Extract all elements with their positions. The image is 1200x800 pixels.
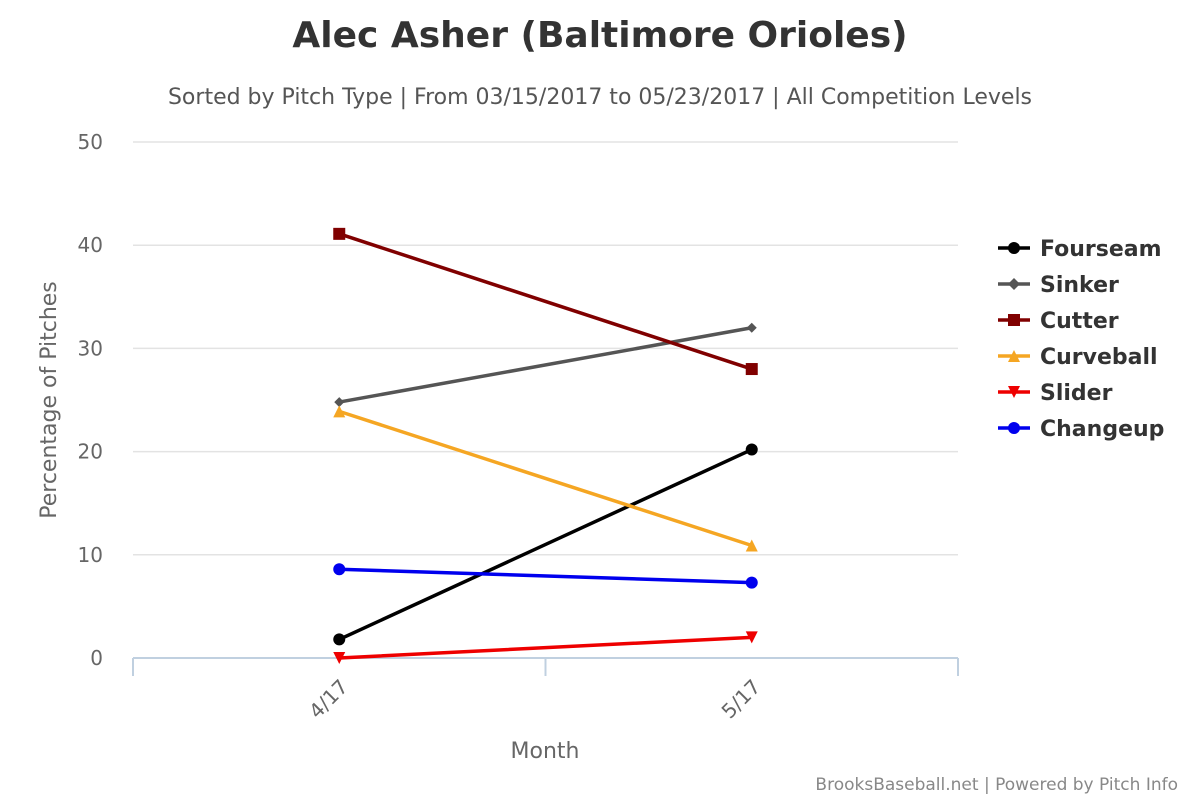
- chart-subtitle: Sorted by Pitch Type | From 03/15/2017 t…: [168, 85, 1032, 110]
- data-point: [1008, 242, 1020, 254]
- series-line: [337, 409, 754, 548]
- legend-label: Sinker: [1040, 273, 1119, 298]
- data-point: [333, 652, 346, 664]
- x-axis-title: Month: [511, 739, 580, 764]
- y-tick-label: 0: [90, 646, 103, 670]
- series-line: [337, 635, 754, 660]
- credits-text[interactable]: BrooksBaseball.net | Powered by Pitch In…: [815, 775, 1178, 795]
- data-point: [745, 576, 758, 589]
- chart-title: Alec Asher (Baltimore Orioles): [292, 15, 907, 56]
- data-point: [334, 397, 345, 408]
- legend: Fourseam Sinker Cutter Curveball Slider Chang…: [998, 237, 1164, 442]
- x-tick-label: 4/17: [304, 675, 353, 724]
- y-tick-label: 40: [78, 233, 103, 257]
- legend-label: Cutter: [1040, 309, 1119, 334]
- data-point: [1008, 314, 1020, 326]
- legend-label: Fourseam: [1040, 237, 1162, 262]
- data-point: [746, 322, 757, 333]
- gridlines: [133, 141, 958, 556]
- series-group: [333, 227, 758, 664]
- x-axis: 4/17 5/17: [132, 657, 959, 724]
- data-point: [1008, 278, 1020, 290]
- y-tick-label: 10: [78, 543, 103, 567]
- series-line: [337, 326, 754, 404]
- x-tick-label: 5/17: [717, 675, 766, 724]
- y-tick-label: 20: [78, 440, 103, 464]
- legend-label: Changeup: [1040, 417, 1164, 442]
- data-point: [745, 539, 758, 552]
- data-point: [745, 363, 758, 376]
- data-point: [1008, 422, 1020, 434]
- data-point: [1008, 386, 1020, 398]
- data-point: [333, 227, 346, 240]
- legend-label: Curveball: [1040, 345, 1158, 370]
- data-point: [1008, 350, 1020, 362]
- y-axis-title: Percentage of Pitches: [37, 281, 62, 519]
- y-axis-ticks: 0 10 20 30 40 50: [78, 130, 103, 670]
- y-tick-label: 50: [78, 130, 103, 154]
- data-point: [333, 563, 346, 576]
- data-point: [333, 633, 346, 646]
- data-point: [745, 631, 758, 644]
- series-line: [337, 567, 754, 585]
- data-point: [333, 405, 346, 418]
- series-line: [337, 447, 754, 642]
- series-line: [337, 232, 754, 371]
- data-point: [745, 443, 758, 456]
- y-tick-label: 30: [78, 336, 103, 360]
- legend-label: Slider: [1040, 381, 1113, 406]
